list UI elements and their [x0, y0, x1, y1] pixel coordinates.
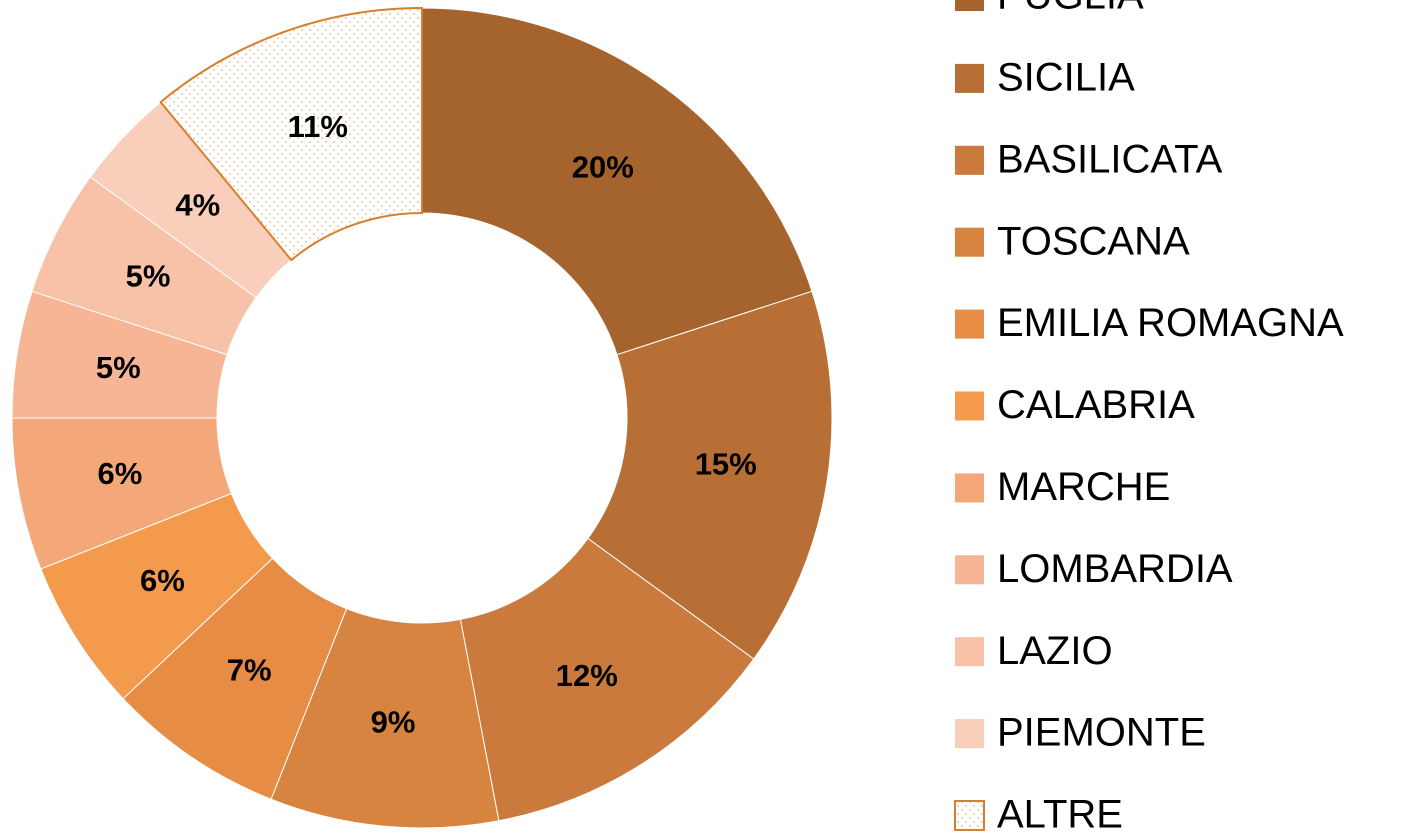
- legend-swatch: [955, 227, 984, 257]
- legend-swatch: [955, 719, 984, 749]
- legend-label: SICILIA: [997, 55, 1135, 99]
- legend-swatch: [955, 637, 984, 667]
- legend-label: TOSCANA: [997, 219, 1190, 263]
- legend-swatch: [955, 391, 984, 421]
- donut-slice: [459, 537, 755, 822]
- data-label: 9%: [371, 704, 416, 739]
- data-label: 12%: [556, 658, 618, 693]
- legend-swatch: [954, 800, 985, 831]
- legend-label: PIEMONTE: [997, 711, 1206, 755]
- data-label: 5%: [96, 350, 141, 385]
- data-label: 4%: [175, 188, 220, 223]
- legend-label: BASILICATA: [997, 137, 1223, 181]
- legend-swatch: [955, 309, 984, 339]
- legend-swatch: [955, 0, 984, 11]
- legend-label: CALABRIA: [997, 383, 1195, 427]
- donut-slice: [421, 7, 813, 356]
- legend-label: LOMBARDIA: [997, 547, 1233, 591]
- data-label: 11%: [288, 109, 348, 144]
- data-label: 6%: [98, 456, 143, 491]
- donut-slice: [587, 290, 833, 660]
- data-label: 5%: [126, 259, 171, 294]
- data-label: 15%: [695, 446, 757, 481]
- legend-swatch: [955, 473, 984, 503]
- legend-label: EMILIA ROMAGNA: [997, 301, 1344, 345]
- data-label: 7%: [227, 653, 272, 688]
- legend-swatch: [955, 63, 984, 93]
- legend-label: PUGLIA: [997, 0, 1144, 18]
- donut-slice: [159, 6, 423, 262]
- legend-label: LAZIO: [997, 629, 1113, 673]
- data-label: 20%: [572, 149, 634, 184]
- data-label: 6%: [140, 563, 185, 598]
- legend-label: ALTRE: [997, 793, 1123, 834]
- legend-label: MARCHE: [997, 465, 1170, 509]
- legend-swatch: [955, 145, 984, 175]
- legend-swatch: [955, 555, 984, 585]
